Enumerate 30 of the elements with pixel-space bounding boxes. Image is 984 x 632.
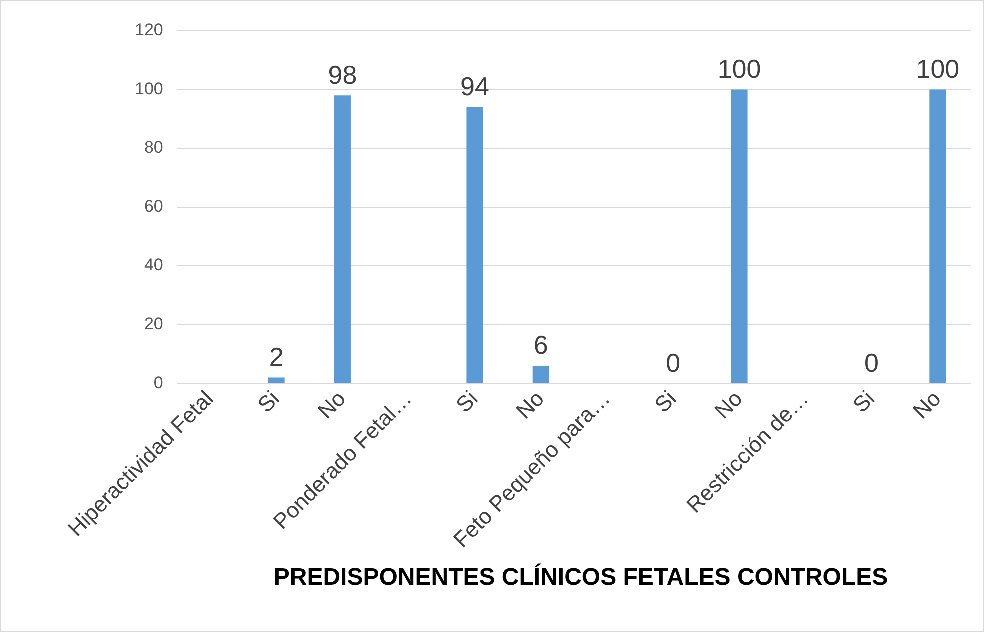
data-label: 98	[328, 60, 358, 90]
bar	[731, 90, 748, 384]
data-label: 2	[269, 342, 284, 372]
x-tick-label: No	[710, 386, 748, 424]
x-tick-label: No	[511, 386, 549, 424]
x-tick-label: Si	[650, 386, 682, 418]
x-tick-label: Si	[252, 386, 284, 418]
data-label: 6	[534, 330, 548, 360]
x-tick-label: Si	[451, 386, 483, 418]
data-label: 0	[666, 348, 681, 378]
text: PREDISPONENTES CLÍNICOS FETALES CONTROLES	[272, 563, 890, 593]
data-label: 0	[864, 348, 880, 378]
bar	[532, 366, 550, 384]
y-tick-label: 120	[134, 20, 164, 40]
y-tick-label: 0	[154, 373, 164, 392]
data-label: 100	[718, 54, 762, 84]
y-tick-label: 40	[144, 256, 164, 275]
bar	[334, 96, 351, 384]
data-label: 94	[460, 72, 490, 102]
bar	[268, 378, 285, 384]
x-tick-label: Si	[848, 386, 880, 418]
y-tick-label: 100	[134, 79, 164, 98]
y-tick-label: 60	[144, 196, 164, 216]
y-tick-label: 20	[144, 314, 164, 334]
data-label: 100	[916, 54, 960, 84]
bar	[930, 90, 946, 384]
x-tick-label: No	[908, 386, 946, 424]
x-tick-label: No	[312, 386, 351, 424]
bar	[466, 107, 484, 384]
y-tick-label: 80	[144, 138, 164, 158]
